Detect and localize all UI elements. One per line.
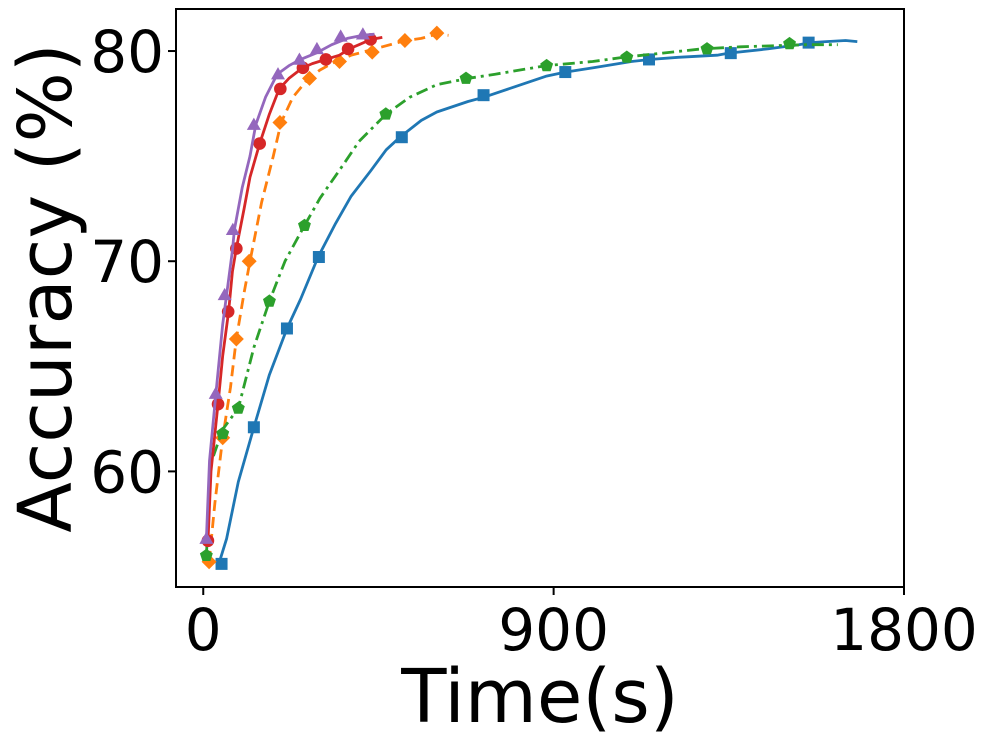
- series-5-point: [217, 287, 232, 301]
- series-3-point: [298, 218, 311, 231]
- series-3-point: [783, 36, 796, 50]
- series-1-point: [643, 53, 656, 66]
- series-1-point: [215, 557, 228, 570]
- x-axis-title: Time(s): [400, 654, 678, 740]
- series-1-point: [280, 322, 293, 335]
- series-1-point: [395, 131, 408, 144]
- series-5-point: [355, 27, 370, 40]
- series-5-point: [309, 41, 324, 55]
- series-5-point: [199, 531, 214, 544]
- series-1-point: [312, 251, 325, 264]
- series-3-point: [379, 107, 393, 120]
- series-3-point: [263, 294, 276, 307]
- series-5: [199, 27, 375, 544]
- series-3-line: [205, 43, 838, 556]
- series-1-point: [724, 47, 737, 60]
- series-3-point: [700, 42, 714, 55]
- series-3-point: [199, 548, 213, 561]
- series-2-point: [364, 44, 380, 60]
- series-5-point: [270, 67, 285, 80]
- x-tick-label: 0: [185, 596, 222, 664]
- y-axis-title: Accuracy (%): [3, 43, 89, 532]
- series-3-point: [216, 426, 230, 440]
- series-2-point: [272, 114, 288, 130]
- y-tick-label: 60: [90, 438, 164, 506]
- series-3-point: [540, 58, 554, 72]
- series-4-point: [319, 53, 333, 66]
- x-tick-label: 900: [498, 596, 609, 664]
- series-1: [215, 36, 858, 570]
- series-5-point: [292, 52, 307, 65]
- series-1-point: [802, 36, 815, 49]
- series-4: [201, 33, 383, 548]
- series-1-point: [247, 421, 260, 434]
- series-2-point: [228, 331, 244, 347]
- series-5-point: [333, 29, 348, 42]
- x-tick-label: 1800: [830, 596, 978, 664]
- series-1-line: [217, 39, 858, 565]
- series-3-point: [459, 71, 473, 84]
- series-2-point: [397, 33, 413, 49]
- plot-frame: [175, 8, 905, 588]
- y-tick-label: 80: [90, 18, 164, 86]
- series-5-point: [246, 117, 261, 130]
- series-2-point: [429, 25, 445, 41]
- axes-layer: 0 900 1800 60 70 80: [90, 8, 978, 664]
- series-4-point: [274, 82, 287, 96]
- series-5-point: [208, 386, 223, 399]
- series-2: [201, 25, 449, 570]
- series-1-point: [477, 89, 490, 102]
- series-2-line: [207, 32, 449, 562]
- y-tick-label: 70: [90, 228, 164, 296]
- series-3-point: [620, 50, 634, 63]
- series-3: [199, 36, 838, 561]
- series-1-point: [559, 66, 572, 79]
- series-layer: [199, 25, 858, 570]
- series-4-point: [253, 137, 267, 150]
- series-3-point: [231, 401, 245, 414]
- series-4-point: [296, 61, 310, 75]
- series-2-point: [241, 253, 257, 269]
- series-2-point: [302, 70, 318, 86]
- series-5-point: [225, 222, 240, 235]
- series-4-point: [341, 42, 355, 56]
- series-4-line: [206, 36, 383, 543]
